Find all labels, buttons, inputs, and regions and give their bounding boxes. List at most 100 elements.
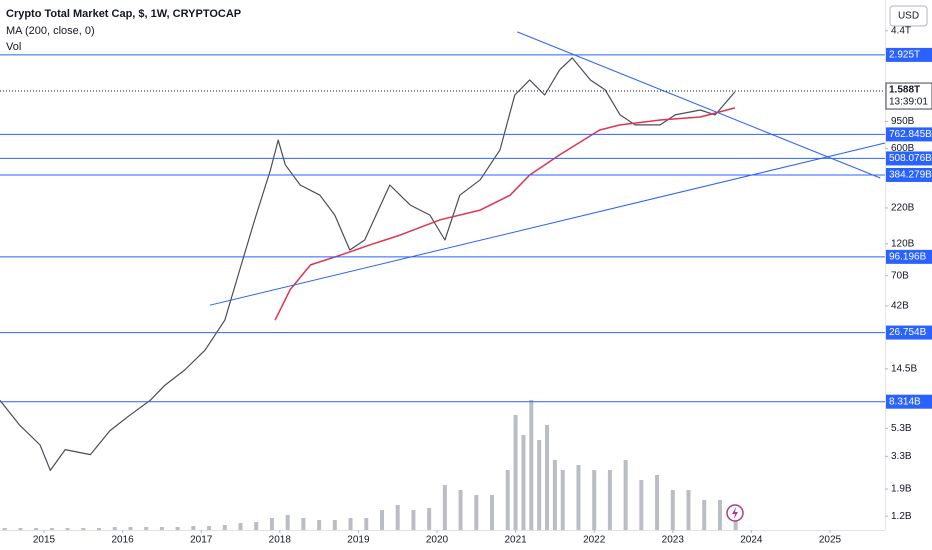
volume-bar [97, 528, 102, 530]
volume-bar [301, 518, 306, 530]
volume-bar [34, 528, 39, 530]
y-tick-label: 14.5B [891, 363, 917, 374]
volume-bar [332, 520, 337, 530]
volume-bar [702, 500, 707, 530]
x-tick-label: 2025 [819, 535, 842, 546]
level-label: 96.196B [889, 252, 927, 263]
volume-bar [670, 490, 675, 530]
volume-bar [686, 490, 691, 530]
volume-bar [49, 528, 54, 530]
level-label-box [886, 127, 932, 142]
y-tick-label: 5.3B [891, 423, 912, 434]
volume-bar [427, 508, 432, 530]
currency-button[interactable] [889, 5, 928, 27]
volume-bar [717, 500, 722, 530]
volume-bar [529, 400, 534, 530]
level-label: 508.076B [889, 153, 932, 164]
level-label-box [886, 249, 932, 264]
axis-layer: 2015 2016 2017 2018 2019 2020 2021 2022 2023 2024… [33, 25, 932, 546]
volume-bar [379, 510, 384, 530]
volume-bar [191, 526, 196, 530]
volume-bar [144, 527, 149, 530]
trend-line [209, 142, 886, 306]
x-tick-label: 2022 [583, 535, 606, 546]
x-tick-label: 2019 [347, 535, 370, 546]
y-tick-label: 4.4T [891, 25, 911, 36]
volume-bar [285, 515, 290, 530]
volume-bar [458, 490, 463, 530]
volume-bar [655, 475, 660, 530]
volume-bar [65, 528, 70, 530]
volume-bar [552, 460, 557, 530]
x-tick-label: 2021 [504, 535, 527, 546]
volume-bar [505, 470, 510, 530]
chart-title: Crypto Total Market Cap, $, 1W, CRYPTOCA… [6, 8, 241, 20]
lines-layer [0, 31, 886, 471]
level-label-box [886, 394, 932, 409]
alert-icon[interactable] [726, 504, 744, 522]
volume-bar [175, 527, 180, 530]
level-label-box [886, 47, 932, 62]
volume-bar [81, 528, 86, 530]
last-price-box [885, 82, 932, 110]
level-label-box [886, 151, 932, 166]
last-price-label: 1.588T [889, 85, 920, 96]
level-label-box [886, 325, 932, 340]
x-tick-label: 2020 [426, 535, 449, 546]
alert-bolt[interactable] [732, 507, 738, 519]
volume-bar [537, 440, 542, 530]
volume-bar [112, 527, 117, 530]
level-label: 762.845B [889, 129, 932, 140]
level-label: 26.754B [889, 327, 927, 338]
volume-bar [545, 425, 550, 530]
legend-entry: MA (200, close, 0) [6, 25, 95, 37]
volume-bar [18, 528, 23, 530]
volume-bar [560, 470, 565, 530]
volume-bar [521, 435, 526, 530]
volume-bar [348, 518, 353, 530]
volume-bar [207, 526, 212, 530]
volume-bar [317, 520, 322, 530]
ma-line [274, 107, 736, 321]
volume-bar [222, 525, 227, 530]
x-tick-label: 2018 [269, 535, 292, 546]
x-tick-label: 2017 [190, 535, 213, 546]
legend-entry: Vol [6, 41, 21, 53]
volume-bar [490, 495, 495, 530]
volume-bar [639, 480, 644, 530]
x-tick-label: 2016 [111, 535, 134, 546]
y-tick-label: 1.2B [891, 511, 912, 522]
level-label: 2.925T [889, 50, 920, 61]
volume-bar [2, 528, 7, 530]
y-tick-label: 120B [891, 238, 915, 249]
x-tick-label: 2024 [740, 535, 763, 546]
volume-layer [2, 400, 738, 530]
volume-bar [364, 518, 369, 530]
y-tick-label: 3.3B [891, 451, 912, 462]
volume-bar [576, 465, 581, 530]
volume-bar [442, 485, 447, 530]
x-tick-label: 2015 [33, 535, 56, 546]
y-tick-label: 1.9B [891, 484, 912, 495]
volume-bar [159, 527, 164, 530]
y-tick-label: 220B [891, 203, 915, 214]
volume-bar [254, 522, 259, 530]
volume-bar [128, 527, 133, 530]
volume-bar [269, 518, 274, 530]
volume-bar [592, 470, 597, 530]
trend-line [517, 31, 881, 179]
y-tick-label: 70B [891, 270, 909, 281]
price-line [0, 57, 736, 471]
volume-bar [411, 510, 416, 530]
level-label-box [886, 167, 932, 182]
countdown-label: 13:39:01 [889, 97, 928, 108]
currency-label[interactable]: USD [898, 11, 919, 22]
level-label: 384.279B [889, 170, 932, 181]
x-tick-label: 2023 [662, 535, 685, 546]
volume-bar [395, 505, 400, 530]
y-tick-label: 42B [891, 301, 909, 312]
y-tick-label: 600B [891, 143, 915, 154]
volume-bar [238, 523, 243, 530]
